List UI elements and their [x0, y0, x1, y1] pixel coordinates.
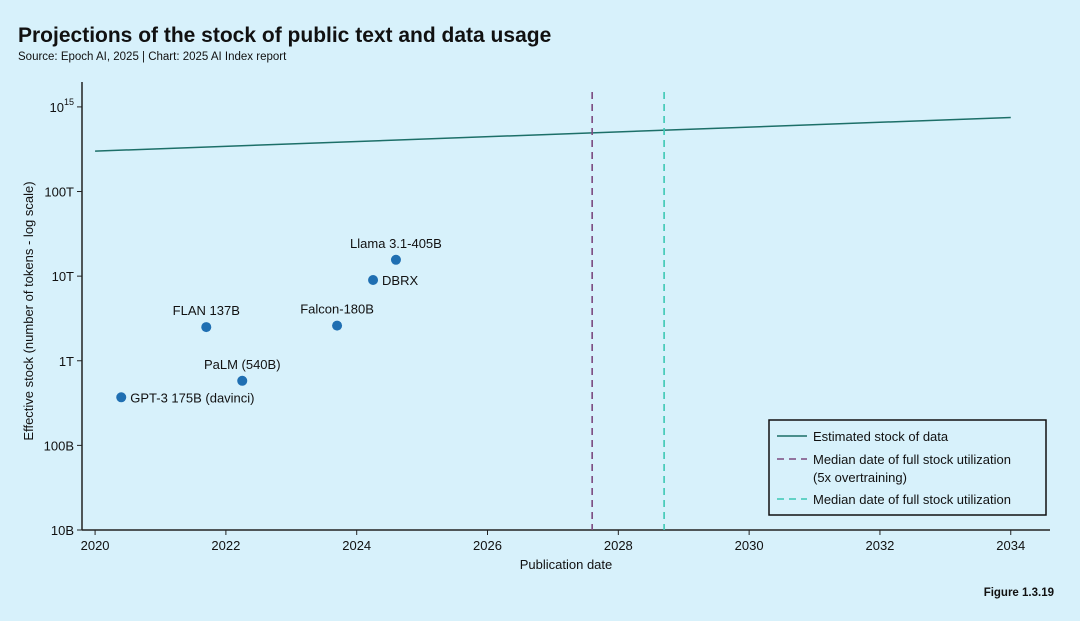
x-tick-label: 2034 [996, 538, 1025, 553]
x-axis-title: Publication date [520, 557, 613, 572]
x-tick-label: 2028 [604, 538, 633, 553]
chart-subtitle: Source: Epoch AI, 2025 | Chart: 2025 AI … [18, 51, 287, 63]
legend: Estimated stock of data Median date of fu… [768, 419, 1047, 516]
legend-label-purple: Median date of full stock utilization [813, 452, 1011, 467]
x-tick-label: 2030 [735, 538, 764, 553]
y-tick-label: 10T [52, 269, 74, 284]
data-point [390, 254, 401, 265]
data-label: PaLM (540B) [204, 357, 281, 372]
data-point [332, 320, 343, 331]
data-point [237, 375, 248, 386]
legend-box [768, 419, 1047, 516]
x-tick-label: 2020 [81, 538, 110, 553]
x-tick-label: 2032 [865, 538, 894, 553]
data-label: GPT-3 175B (davinci) [130, 390, 254, 405]
y-tick-label: 100B [44, 438, 74, 453]
figure-label: Figure 1.3.19 [983, 587, 1054, 599]
data-label: Falcon-180B [300, 302, 374, 317]
legend-label-teal: Median date of full stock utilization [813, 492, 1011, 507]
chart-title: Projections of the stock of public text … [18, 24, 552, 47]
y-tick-label: 1015 [50, 97, 74, 115]
x-tick-label: 2022 [211, 538, 240, 553]
y-tick-label: 100T [44, 185, 74, 200]
legend-label-stock: Estimated stock of data [813, 429, 949, 444]
x-tick-label: 2024 [342, 538, 371, 553]
x-tick-label: 2026 [473, 538, 502, 553]
data-point [368, 275, 379, 286]
stock-of-data-line [95, 116, 1011, 152]
chart-marks: 2020 2022 2024 2026 2028 2030 2032 2034 10B 100B 1… [21, 82, 1050, 572]
y-axis-title: Effective stock (number of tokens - log … [21, 181, 36, 440]
data-label: FLAN 137B [173, 303, 240, 318]
data-point [116, 392, 127, 403]
y-tick-label: 10B [51, 523, 74, 538]
legend-label-purple-line2: (5x overtraining) [813, 470, 907, 485]
data-label: Llama 3.1-405B [350, 236, 442, 251]
y-tick-label: 1T [59, 354, 74, 369]
data-point [201, 322, 212, 333]
data-label: DBRX [382, 273, 418, 288]
